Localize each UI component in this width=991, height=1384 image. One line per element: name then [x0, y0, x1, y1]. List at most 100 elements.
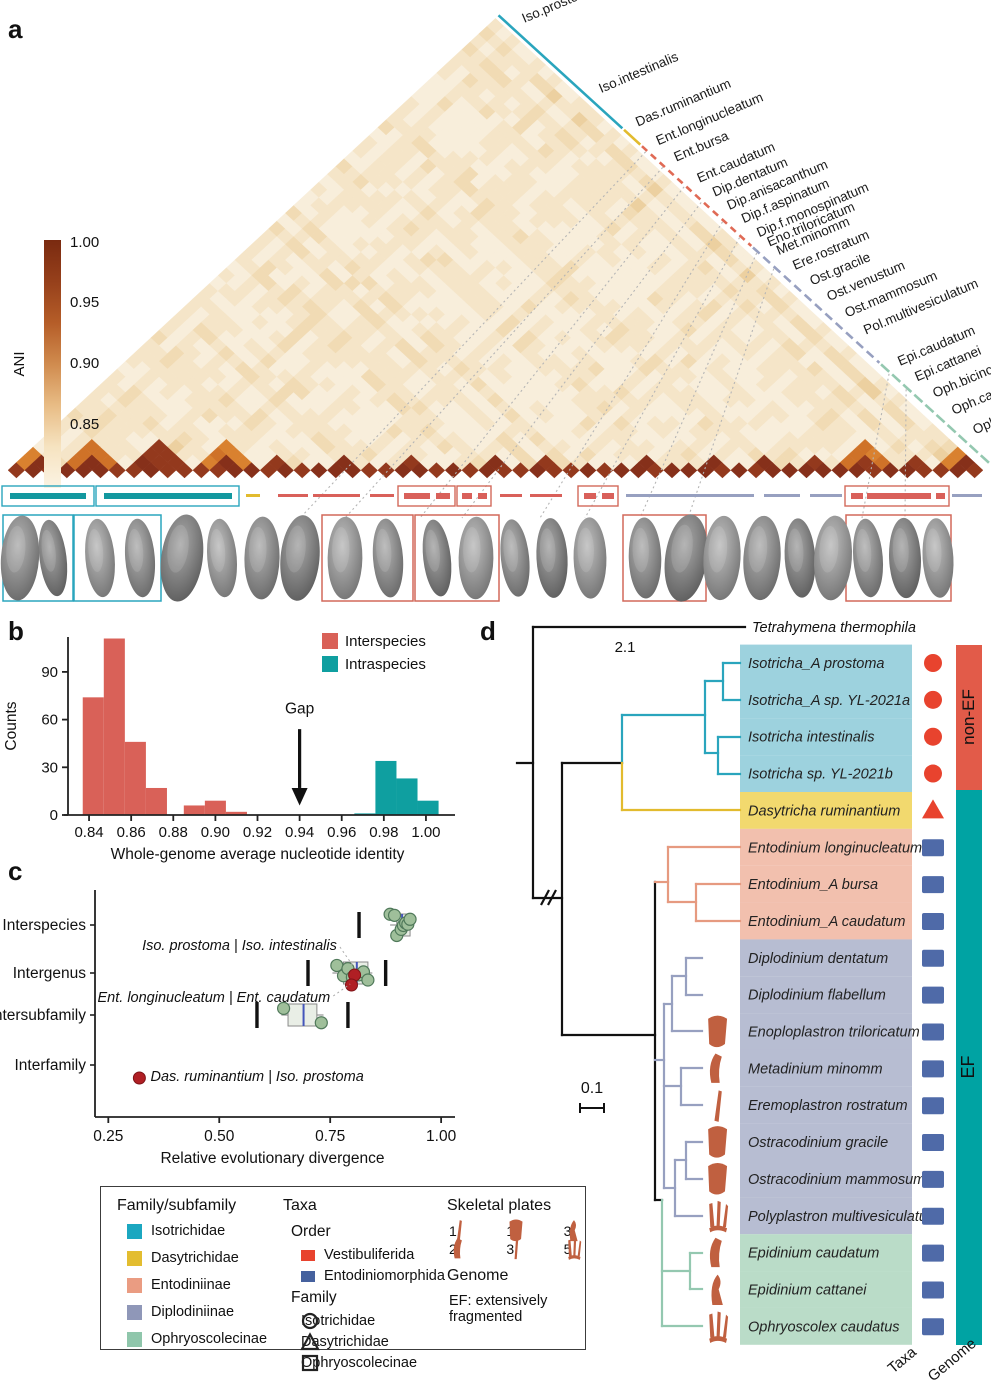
legend-skeletal-column: Skeletal plates 113235 Genome EF: extens… — [447, 1197, 607, 1343]
legend-family-item: Isotrichidae — [127, 1223, 269, 1239]
species-block — [740, 1307, 912, 1345]
label-connector-line — [419, 186, 685, 519]
clade-edge-line — [623, 128, 642, 146]
annotation-connector — [339, 946, 353, 966]
micrograph-cell — [813, 515, 853, 601]
histogram-bar — [396, 778, 418, 815]
x-tick-label: 0.86 — [117, 824, 146, 841]
species-label: Polyplastron multivesiculatum — [748, 1209, 939, 1225]
plate-count: 2 — [449, 1241, 457, 1257]
micrograph-cell — [85, 518, 115, 598]
legend-swatch — [322, 656, 338, 672]
label-connector-line — [904, 389, 907, 519]
cell-body — [160, 514, 204, 602]
x-axis-title: Relative evolutionary divergence — [160, 1150, 384, 1167]
species-label: Isotricha_A prostoma — [748, 656, 884, 672]
legend-order-item: Entodiniomorphida — [301, 1268, 445, 1284]
legend-family-item: Diplodiniinae — [127, 1304, 269, 1320]
cell-highlight — [285, 525, 306, 573]
triangle-shape-icon — [300, 1332, 320, 1351]
taxa-circle-marker — [924, 654, 942, 672]
category-label: Intersubfamily — [0, 1007, 86, 1024]
genome-strip-bar — [10, 493, 86, 499]
annotation-connector — [333, 983, 351, 997]
genome-strip-segment — [626, 494, 754, 497]
cell-highlight — [6, 525, 26, 573]
cell-body — [244, 516, 280, 600]
cell-body — [664, 514, 708, 602]
cell-body — [38, 519, 68, 597]
micrograph-cell — [784, 518, 816, 598]
species-block — [740, 1013, 912, 1050]
plate-glyph — [509, 1219, 523, 1242]
cell-body — [280, 515, 320, 601]
genome-ef-bar — [956, 790, 982, 1345]
cell-highlight — [787, 528, 804, 573]
cell-body — [536, 518, 568, 598]
histogram-bar — [375, 760, 397, 815]
micrograph-cell — [922, 518, 954, 598]
cell-highlight — [819, 525, 839, 573]
species-block — [740, 976, 912, 1014]
cell-body — [573, 517, 607, 599]
ani-heatmap-panel: Iso.prostomaIso.intestinalisDas.ruminant… — [0, 0, 991, 602]
cell-highlight — [41, 529, 56, 572]
legend-skeletal-title: Skeletal plates — [447, 1197, 552, 1214]
legend-family-item: Ophryoscolecinae — [127, 1331, 269, 1347]
species-label: Eremoplastron rostratum — [748, 1098, 908, 1114]
genome-strip-box — [456, 485, 492, 507]
green-dot — [314, 1016, 328, 1030]
genome-strip-bar — [462, 493, 472, 499]
heatmap-species-label: Iso.intestinalis — [596, 49, 680, 96]
micrograph-cell — [743, 515, 781, 601]
skeletal-plate-legend-item: 5 — [564, 1238, 607, 1260]
skeletal-plate-icon — [569, 1220, 578, 1242]
plate-count: 3 — [506, 1241, 515, 1257]
species-label: Entodinium_A bursa — [748, 877, 878, 893]
species-label: Diplodinium flabellum — [748, 988, 886, 1004]
legend-genome-title: Genome — [447, 1267, 509, 1284]
species-label: Entodinium_A caudatum — [748, 914, 905, 930]
cell-highlight — [88, 528, 104, 572]
ani-heatmap — [7, 18, 984, 479]
micrograph-cell — [628, 517, 662, 599]
cell-highlight — [856, 528, 872, 573]
family-color-swatch — [127, 1331, 142, 1347]
square-shape-icon — [301, 1354, 319, 1372]
branch-break-mark — [540, 889, 550, 906]
x-axis-title: Whole-genome average nucleotide identity — [111, 846, 405, 863]
shape-label: Isotrichidae — [301, 1313, 376, 1329]
skeletal-plate-legend-item: 1 — [449, 1220, 492, 1242]
legend-familyshape-title: Family — [291, 1289, 337, 1306]
species-label: Ophryoscolex caudatus — [748, 1319, 900, 1335]
genome-strip-bar — [851, 493, 863, 499]
triangle-glyph — [300, 1332, 320, 1351]
cell-highlight — [210, 528, 226, 573]
plate-glyph — [567, 1238, 581, 1260]
genome-nonef-bar — [956, 645, 982, 790]
genome-strip-segment — [278, 494, 308, 497]
skeletal-plate-icon — [708, 1126, 728, 1158]
plate-count: 3 — [563, 1223, 572, 1239]
genome-strip-box — [95, 485, 240, 507]
genome-strip-box — [577, 485, 619, 507]
genome-strip-box — [1, 485, 95, 507]
genome-strip-bar — [104, 493, 232, 499]
genome-strip-segment — [764, 494, 800, 497]
colorbar-tick-label: 1.00 — [70, 234, 99, 251]
colorbar-tick-label: 0.90 — [70, 355, 99, 372]
genome-strip-bar — [936, 493, 945, 499]
panel-label-c: c — [8, 856, 23, 886]
skeletal-plate-icon — [709, 1053, 722, 1083]
category-label: Interfamily — [15, 1057, 87, 1074]
histogram-bar — [183, 805, 205, 815]
red-dot — [344, 978, 358, 992]
panel-label-a: a — [8, 14, 23, 44]
genome-column-label: Genome — [925, 1335, 980, 1384]
plate-glyph — [514, 1238, 519, 1260]
cell-highlight — [632, 527, 649, 573]
taxa-square-marker — [922, 1318, 944, 1336]
cell-highlight — [128, 528, 144, 573]
species-block — [740, 1049, 912, 1087]
order-color-swatch — [301, 1270, 315, 1282]
